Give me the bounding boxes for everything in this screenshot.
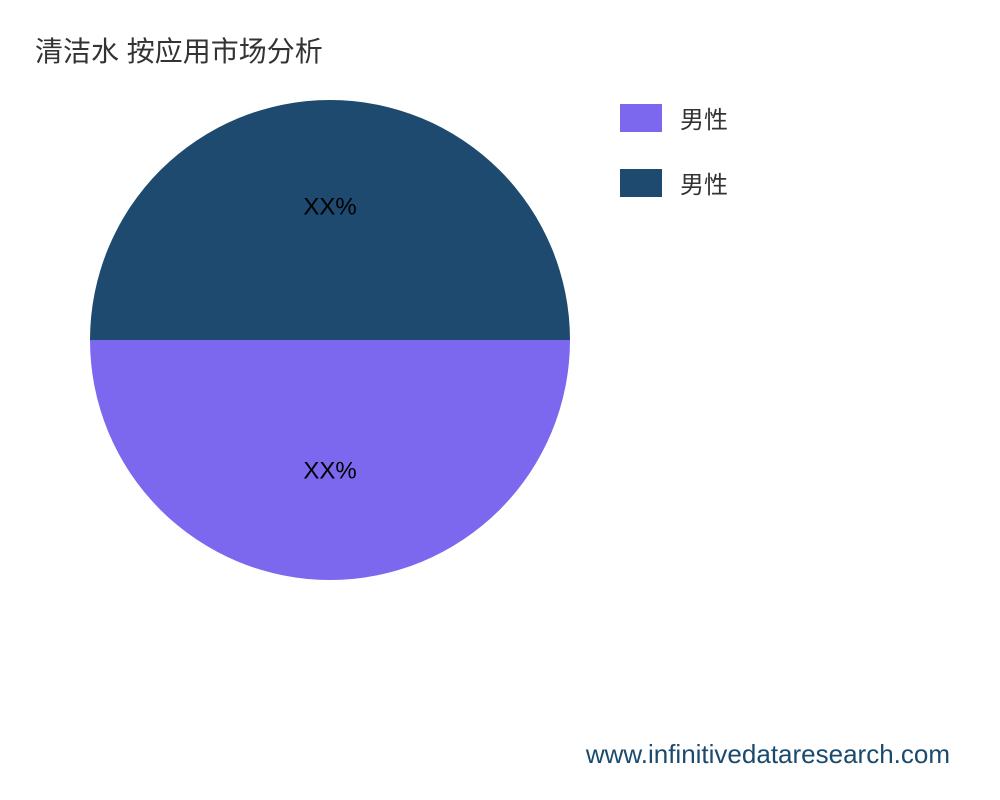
legend-label-1: 男性 — [680, 165, 728, 200]
pie-svg: XX% XX% — [90, 100, 570, 580]
legend-item-0: 男性 — [620, 100, 728, 135]
legend: 男性男性 — [620, 100, 728, 230]
footer-link[interactable]: www.infinitivedataresearch.com — [586, 739, 950, 770]
legend-swatch-1 — [620, 169, 662, 197]
chart-title: 清洁水 按应用市场分析 — [35, 30, 323, 70]
legend-label-0: 男性 — [680, 100, 728, 135]
legend-swatch-0 — [620, 104, 662, 132]
pie-chart: XX% XX% — [90, 100, 570, 580]
legend-item-1: 男性 — [620, 165, 728, 200]
pie-slice-label-0: XX% — [303, 193, 356, 220]
pie-slice-label-1: XX% — [303, 457, 356, 484]
